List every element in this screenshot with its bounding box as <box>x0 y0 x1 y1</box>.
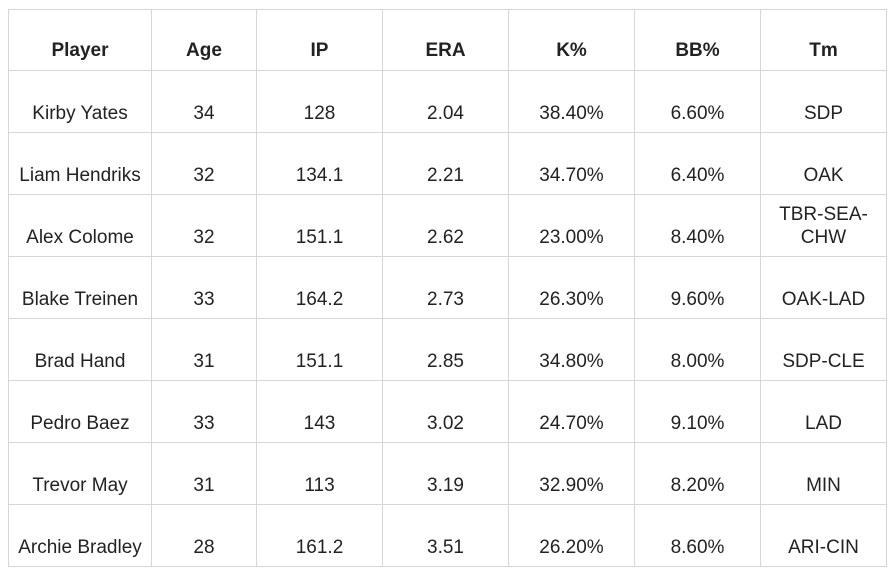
cell-bb-pct: 8.00% <box>634 318 761 381</box>
cell-age: 34 <box>151 70 257 133</box>
cell-team: ARI-CIN <box>760 504 887 567</box>
table-row: Kirby Yates 34 128 2.04 38.40% 6.60% SDP <box>8 70 887 133</box>
header-k-pct: K% <box>508 9 635 71</box>
table-row: Liam Hendriks 32 134.1 2.21 34.70% 6.40%… <box>8 132 887 195</box>
stats-table: Player Age IP ERA K% BB% Tm Kirby Yates … <box>8 9 887 567</box>
cell-age: 32 <box>151 194 257 257</box>
cell-age: 31 <box>151 442 257 505</box>
cell-ip: 128 <box>256 70 383 133</box>
cell-k-pct: 38.40% <box>508 70 635 133</box>
cell-ip: 151.1 <box>256 318 383 381</box>
cell-k-pct: 26.30% <box>508 256 635 319</box>
cell-age: 31 <box>151 318 257 381</box>
header-ip: IP <box>256 9 383 71</box>
cell-era: 3.51 <box>382 504 509 567</box>
cell-ip: 113 <box>256 442 383 505</box>
cell-k-pct: 34.80% <box>508 318 635 381</box>
cell-player: Kirby Yates <box>8 70 152 133</box>
cell-bb-pct: 8.60% <box>634 504 761 567</box>
cell-age: 28 <box>151 504 257 567</box>
table-row: Alex Colome 32 151.1 2.62 23.00% 8.40% T… <box>8 194 887 257</box>
cell-player: Blake Treinen <box>8 256 152 319</box>
cell-k-pct: 24.70% <box>508 380 635 443</box>
cell-player: Trevor May <box>8 442 152 505</box>
cell-era: 2.21 <box>382 132 509 195</box>
table-row: Blake Treinen 33 164.2 2.73 26.30% 9.60%… <box>8 256 887 319</box>
cell-bb-pct: 9.10% <box>634 380 761 443</box>
cell-era: 2.04 <box>382 70 509 133</box>
cell-ip: 161.2 <box>256 504 383 567</box>
cell-player: Pedro Baez <box>8 380 152 443</box>
header-row: Player Age IP ERA K% BB% Tm <box>8 9 887 71</box>
cell-team: SDP <box>760 70 887 133</box>
cell-bb-pct: 8.40% <box>634 194 761 257</box>
cell-ip: 151.1 <box>256 194 383 257</box>
cell-era: 2.73 <box>382 256 509 319</box>
table-row: Pedro Baez 33 143 3.02 24.70% 9.10% LAD <box>8 380 887 443</box>
cell-ip: 143 <box>256 380 383 443</box>
header-era: ERA <box>382 9 509 71</box>
cell-era: 3.19 <box>382 442 509 505</box>
cell-k-pct: 32.90% <box>508 442 635 505</box>
cell-player: Brad Hand <box>8 318 152 381</box>
cell-age: 33 <box>151 256 257 319</box>
header-bb-pct: BB% <box>634 9 761 71</box>
cell-team: LAD <box>760 380 887 443</box>
cell-team: SDP-CLE <box>760 318 887 381</box>
cell-team: TBR-SEA-CHW <box>760 194 887 257</box>
table-row: Brad Hand 31 151.1 2.85 34.80% 8.00% SDP… <box>8 318 887 381</box>
cell-team: OAK-LAD <box>760 256 887 319</box>
cell-k-pct: 26.20% <box>508 504 635 567</box>
cell-team: MIN <box>760 442 887 505</box>
header-player: Player <box>8 9 152 71</box>
cell-player: Alex Colome <box>8 194 152 257</box>
cell-player: Archie Bradley <box>8 504 152 567</box>
cell-bb-pct: 8.20% <box>634 442 761 505</box>
cell-ip: 164.2 <box>256 256 383 319</box>
cell-era: 2.62 <box>382 194 509 257</box>
table-row: Trevor May 31 113 3.19 32.90% 8.20% MIN <box>8 442 887 505</box>
header-age: Age <box>151 9 257 71</box>
cell-bb-pct: 6.40% <box>634 132 761 195</box>
cell-bb-pct: 6.60% <box>634 70 761 133</box>
cell-k-pct: 34.70% <box>508 132 635 195</box>
cell-age: 32 <box>151 132 257 195</box>
header-team: Tm <box>760 9 887 71</box>
cell-k-pct: 23.00% <box>508 194 635 257</box>
cell-age: 33 <box>151 380 257 443</box>
cell-player: Liam Hendriks <box>8 132 152 195</box>
cell-era: 2.85 <box>382 318 509 381</box>
cell-era: 3.02 <box>382 380 509 443</box>
table-row: Archie Bradley 28 161.2 3.51 26.20% 8.60… <box>8 504 887 567</box>
cell-team: OAK <box>760 132 887 195</box>
cell-bb-pct: 9.60% <box>634 256 761 319</box>
cell-ip: 134.1 <box>256 132 383 195</box>
